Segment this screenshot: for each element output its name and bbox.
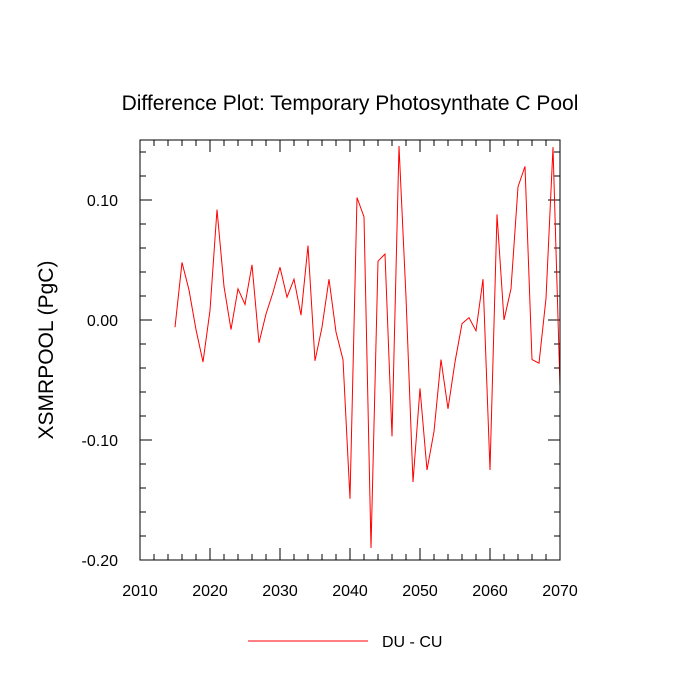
x-tick-label: 2030 <box>262 583 298 600</box>
data-series <box>174 145 561 549</box>
y-tick-label: -0.10 <box>82 433 119 450</box>
x-tick-label: 2050 <box>402 583 438 600</box>
legend-label: DU - CU <box>382 634 442 651</box>
legend: DU - CU <box>248 634 442 651</box>
x-tick-label: 2060 <box>472 583 508 600</box>
axis-tick-labels: 2010 2020 2030 2040 2050 2060 2070 -0.20 -0.10 0.… <box>82 193 578 600</box>
series-line-du-cu <box>174 145 561 549</box>
y-tick-label: -0.20 <box>82 553 119 570</box>
plot-frame <box>139 139 561 561</box>
y-tick-label: 0.10 <box>87 193 118 210</box>
y-axis-label: XSMRPOOL (PgC) <box>35 261 58 440</box>
chart-title: Difference Plot: Temporary Photosynthate… <box>122 92 579 115</box>
y-tick-label: 0.00 <box>87 313 118 330</box>
x-tick-label: 2040 <box>332 583 368 600</box>
x-tick-label: 2010 <box>122 583 158 600</box>
x-tick-label: 2070 <box>542 583 578 600</box>
x-tick-label: 2020 <box>192 583 228 600</box>
